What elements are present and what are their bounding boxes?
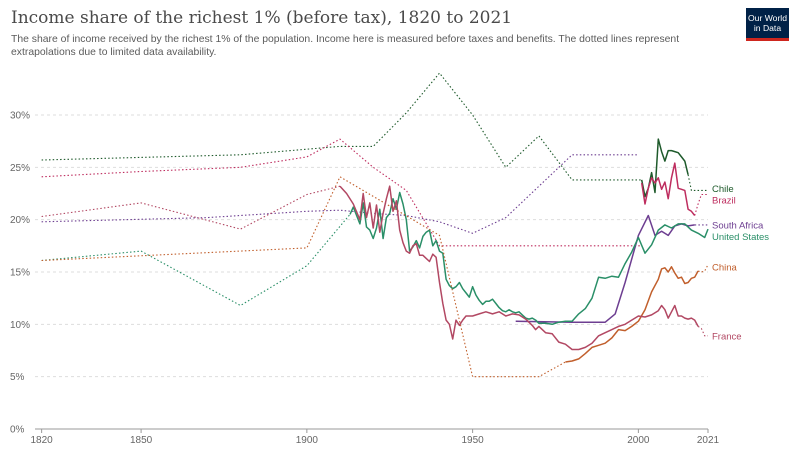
series-south-africa-line[interactable]	[515, 214, 695, 323]
x-tick-label: 2021	[697, 435, 720, 446]
series-label-chile[interactable]: Chile	[712, 184, 734, 195]
series-chile-tail	[687, 174, 708, 191]
x-axis-ticks: 1820 1850 1900 1950 2000 2021	[31, 429, 720, 446]
chart-title: Income share of the richest 1% (before t…	[11, 8, 513, 28]
series-brazil-tail	[694, 193, 708, 216]
logo-line-2: in Data	[753, 23, 782, 33]
y-tick-label: 25%	[10, 163, 30, 174]
owid-logo[interactable]: Our World in Data	[746, 8, 789, 41]
series-china-line[interactable]	[565, 266, 699, 363]
series-france-tail	[697, 325, 708, 337]
grid-lines	[35, 114, 708, 430]
series-lines	[41, 72, 709, 378]
series-chile-extrapolated	[41, 72, 642, 181]
series-label-brazil[interactable]: Brazil	[712, 195, 736, 206]
x-tick-label: 1850	[130, 435, 153, 446]
series-brazil-line[interactable]	[640, 162, 696, 216]
series-france-line[interactable]	[339, 185, 699, 351]
y-tick-label: 5%	[10, 372, 25, 383]
x-tick-label: 1950	[461, 435, 484, 446]
chart-subtitle: The share of income received by the rich…	[11, 34, 680, 58]
series-china-extrapolated	[41, 176, 566, 378]
series-united-states-line[interactable]	[349, 191, 709, 326]
series-united-states-extrapolated	[41, 214, 351, 307]
logo-line-1: Our World	[748, 13, 787, 23]
y-tick-label: 30%	[10, 111, 30, 122]
series-brazil-extrapolated	[41, 138, 642, 247]
y-axis-ticks: 0% 5% 10% 15% 20% 25% 30%	[10, 111, 30, 436]
series-label-south-africa[interactable]: South Africa	[712, 220, 764, 231]
y-tick-label: 0%	[10, 425, 25, 436]
x-tick-label: 1820	[31, 435, 54, 446]
series-label-united-states[interactable]: United States	[712, 232, 769, 243]
series-france-extrapolated	[41, 185, 341, 230]
x-tick-label: 1900	[296, 435, 319, 446]
x-tick-label: 2000	[627, 435, 650, 446]
series-label-france[interactable]: France	[712, 331, 742, 342]
series-label-china[interactable]: China	[712, 262, 738, 273]
y-tick-label: 10%	[10, 320, 30, 331]
series-south-africa-extrapolated	[41, 154, 639, 234]
y-tick-label: 20%	[10, 215, 30, 226]
y-tick-label: 15%	[10, 268, 30, 279]
series-china-tail	[697, 264, 709, 273]
